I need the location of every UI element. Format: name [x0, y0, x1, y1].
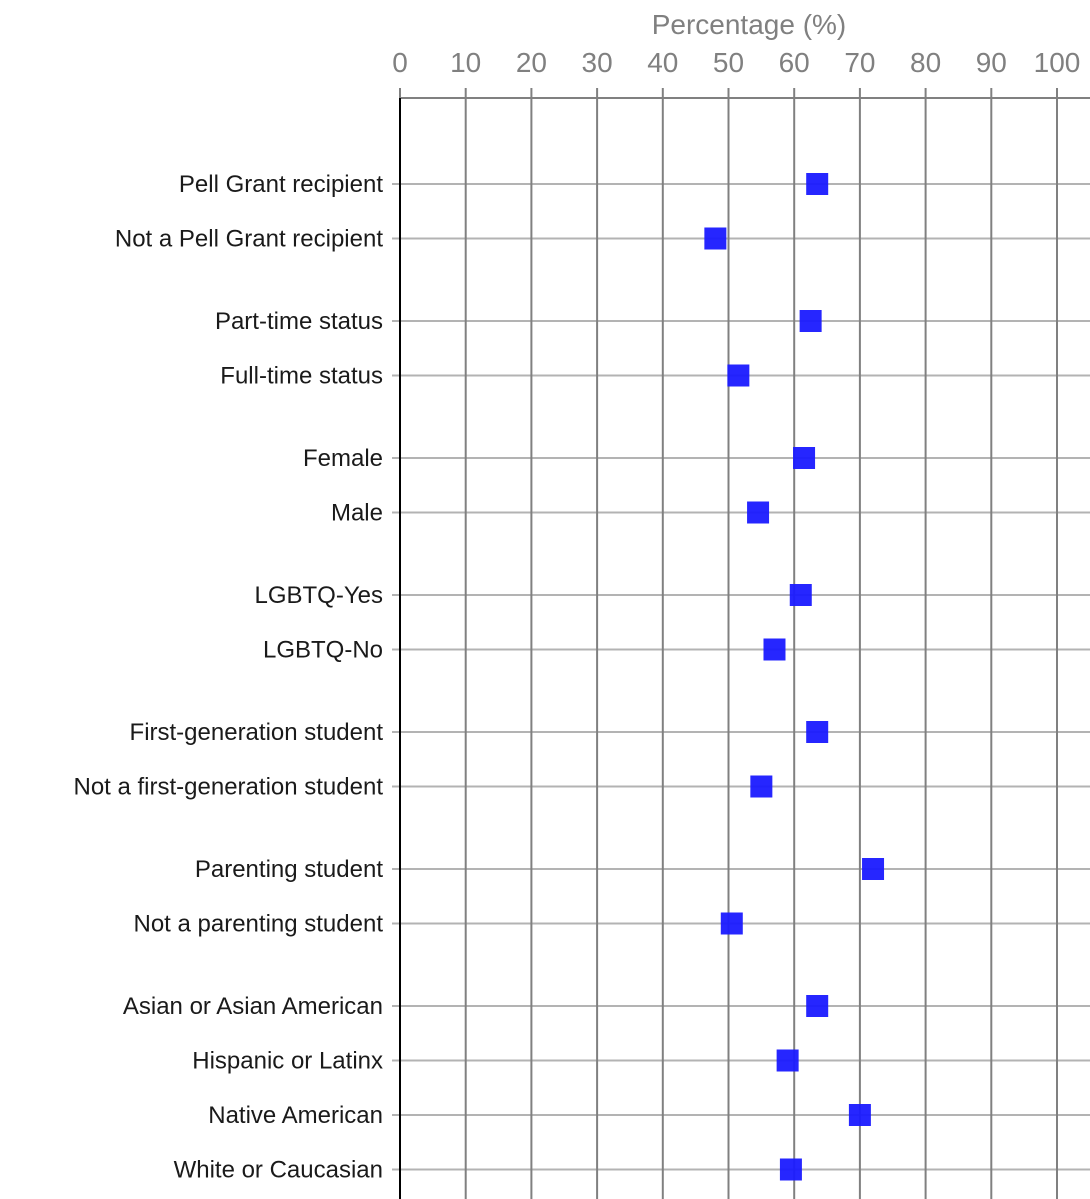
category-label: LGBTQ-Yes: [255, 582, 384, 609]
data-point-marker: [779, 1158, 802, 1181]
data-point-marker: [720, 912, 743, 935]
category-label: LGBTQ-No: [263, 637, 383, 664]
category-label: First-generation student: [130, 719, 384, 746]
x-tick-label: 80: [910, 47, 941, 78]
category-label: Hispanic or Latinx: [192, 1048, 383, 1075]
data-point-marker: [763, 638, 786, 661]
x-tick-label: 30: [582, 47, 613, 78]
x-tick-label: 70: [844, 47, 875, 78]
category-label: Not a first-generation student: [73, 774, 383, 801]
x-tick-label: 10: [450, 47, 481, 78]
data-point-marker: [799, 310, 822, 332]
x-tick-label: 20: [516, 47, 547, 78]
category-label: Native American: [208, 1102, 383, 1129]
data-point-marker: [776, 1049, 799, 1072]
data-point-marker: [727, 364, 750, 387]
x-tick-label: 0: [392, 47, 408, 78]
x-tick-label: 100: [1034, 47, 1081, 78]
category-label: Not a Pell Grant recipient: [115, 226, 383, 253]
category-label: Asian or Asian American: [123, 993, 383, 1020]
x-tick-label: 40: [647, 47, 678, 78]
data-point-marker: [747, 501, 770, 524]
category-label: White or Caucasian: [174, 1157, 383, 1184]
data-point-marker: [848, 1104, 871, 1126]
data-point-marker: [806, 995, 829, 1017]
category-label: Full-time status: [220, 363, 383, 390]
data-point-marker: [806, 173, 829, 195]
category-label: Male: [331, 500, 383, 527]
category-label: Female: [303, 445, 383, 472]
x-tick-label: 50: [713, 47, 744, 78]
data-point-marker: [806, 721, 829, 743]
data-points: [704, 173, 885, 1181]
x-tick-labels: 0 10 20 30 40 50 60 70 80 90 100: [392, 47, 1080, 78]
x-tick-label: 60: [779, 47, 810, 78]
category-label: Pell Grant recipient: [179, 171, 383, 198]
x-tick-label: 90: [976, 47, 1007, 78]
data-point-marker: [862, 858, 885, 880]
category-label: Parenting student: [195, 856, 383, 883]
category-labels: Pell Grant recipient Not a Pell Grant rec…: [73, 171, 383, 1184]
category-label: Not a parenting student: [133, 911, 383, 938]
data-point-marker: [789, 584, 812, 606]
grid-layer: [392, 88, 1090, 1199]
data-point-marker: [793, 447, 816, 469]
x-axis-title: Percentage (%): [652, 9, 847, 40]
data-point-marker: [750, 775, 773, 798]
category-label: Part-time status: [215, 308, 383, 335]
data-point-marker: [704, 227, 727, 250]
